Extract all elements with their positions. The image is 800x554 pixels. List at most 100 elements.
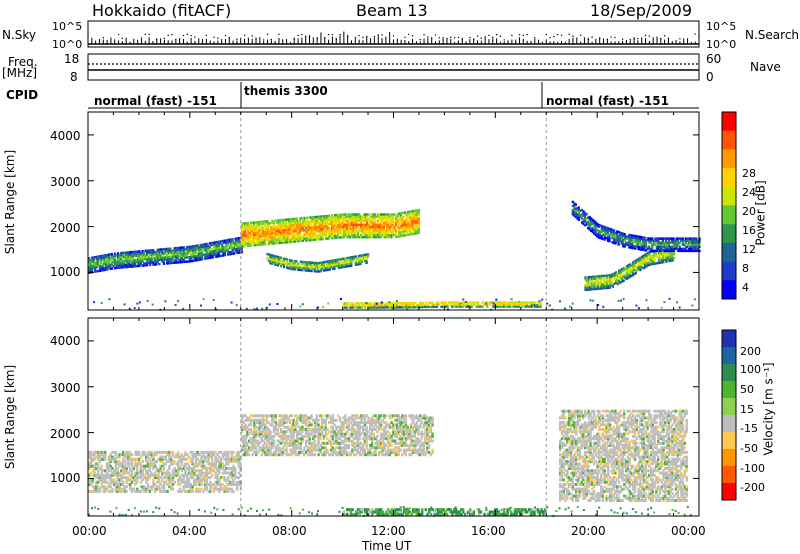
power-cell: [284, 307, 286, 310]
power-cell: [291, 236, 294, 239]
velocity-cell: [132, 476, 135, 480]
power-cell: [469, 301, 472, 304]
power-cell: [651, 256, 654, 260]
power-cell: [580, 221, 584, 224]
power-cell: [344, 306, 347, 309]
power-cell: [162, 248, 165, 251]
power-cell: [257, 235, 260, 238]
velocity-cell: [191, 471, 194, 475]
power-cell: [136, 252, 140, 255]
power-cell: [361, 223, 364, 226]
power-cell: [420, 303, 423, 307]
power-cell: [156, 261, 159, 264]
power-cell: [347, 221, 350, 224]
power-cell: [263, 239, 266, 242]
power-cell: [341, 234, 344, 237]
velocity-cell: [104, 455, 107, 459]
power-cell: [130, 257, 133, 260]
power-cell: [416, 221, 419, 224]
velocity-cell: [116, 455, 119, 459]
velocity-cell: [207, 450, 210, 454]
velocity-cell: [219, 487, 223, 491]
power-cell: [260, 228, 263, 232]
power-cell: [351, 306, 354, 309]
power-cell: [615, 281, 618, 284]
power-cell: [242, 222, 245, 225]
power-cell: [342, 302, 345, 305]
velocity-cell: [137, 450, 141, 454]
power-cell: [614, 231, 617, 235]
power-cell: [269, 253, 272, 257]
power-cell: [665, 254, 668, 257]
velocity-cell: [170, 473, 173, 477]
power-cell: [364, 236, 367, 239]
power-cell: [400, 302, 403, 305]
velocity-cell: [175, 471, 178, 475]
power-cell: [381, 231, 384, 235]
power-cell: [156, 254, 159, 258]
power-cell: [284, 257, 287, 261]
power-cell: [622, 232, 625, 235]
power-cell: [359, 221, 363, 224]
velocity-cell: [221, 483, 225, 486]
power-cell: [416, 223, 419, 226]
power-cell: [584, 288, 587, 292]
power-cell: [269, 240, 272, 243]
power-cell: [644, 261, 647, 265]
power-cell: [179, 261, 182, 264]
power-cell: [356, 236, 359, 239]
velocity-cell: [182, 487, 185, 491]
power-cell: [104, 256, 107, 259]
power-cell: [194, 257, 198, 260]
velocity-cell: [256, 428, 260, 431]
velocity-cell: [249, 421, 253, 425]
power-cell: [546, 302, 549, 305]
power-cell: [120, 251, 123, 255]
power-cell: [323, 223, 326, 226]
velocity-cell: [153, 483, 157, 486]
y-tick-power-2000: 2000: [50, 221, 81, 235]
power-cell: [428, 301, 431, 304]
power-cell: [597, 232, 600, 235]
power-cell: [228, 240, 231, 244]
velocity-cell: [164, 480, 167, 484]
power-cell: [332, 216, 335, 219]
power-cell: [396, 227, 399, 230]
power-cell: [651, 249, 654, 253]
power-cell: [167, 255, 170, 259]
power-cell: [382, 306, 385, 309]
power-cell: [243, 244, 246, 248]
velocity-cell: [194, 457, 198, 461]
power-cell: [657, 245, 660, 248]
velocity-cell: [173, 455, 176, 459]
power-cell: [259, 222, 262, 226]
power-cell: [601, 276, 604, 280]
power-cell: [608, 284, 612, 287]
power-cell: [591, 230, 594, 234]
power-cell: [329, 228, 332, 232]
power-cell: [173, 253, 176, 256]
power-cell: [589, 286, 592, 289]
velocity-cell: [175, 469, 178, 473]
power-cell: [295, 219, 298, 222]
y-tick-vel-2000: 2000: [50, 427, 81, 441]
velocity-cell: [265, 428, 269, 431]
power-cell: [165, 249, 169, 253]
power-cell: [297, 223, 300, 226]
power-cell: [248, 240, 251, 243]
power-cell: [667, 247, 671, 251]
velocity-cell: [278, 450, 281, 454]
power-cell: [480, 305, 483, 308]
power-cell: [326, 214, 329, 218]
power-cell: [669, 249, 672, 253]
velocity-cell: [186, 457, 189, 461]
power-cell: [639, 258, 642, 261]
freq-tick-bottom-right: 0: [706, 70, 714, 84]
power-cell: [638, 237, 642, 241]
power-cell: [396, 218, 399, 222]
velocity-cell: [194, 480, 198, 484]
power-cell: [643, 246, 646, 250]
power-cell: [321, 225, 324, 228]
velocity-cell: [175, 453, 178, 457]
power-cell: [299, 305, 302, 308]
